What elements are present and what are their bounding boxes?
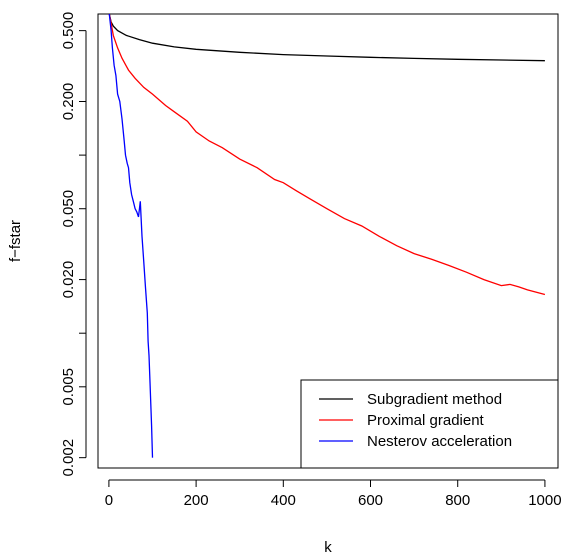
legend-box (300, 379, 559, 469)
x-tick-label: 800 (445, 492, 470, 509)
y-axis-label: f−fstar (7, 220, 24, 262)
y-tick-label: 0.005 (60, 368, 77, 406)
series-layer (108, 14, 546, 458)
y-tick-label: 0.500 (60, 12, 77, 50)
x-tick-label: 0 (105, 492, 113, 509)
series-line-1 (108, 14, 545, 62)
y-tick-label: 0.002 (60, 439, 77, 477)
legend-label: Nesterov acceleration (367, 433, 512, 450)
x-tick-label: 1000 (528, 492, 561, 509)
legend-label: Proximal gradient (367, 412, 485, 429)
y-axis: 0.002 0.005 0.020 0.050 0.200 0.500 (60, 12, 87, 477)
x-tick-label: 400 (271, 492, 296, 509)
y-tick-label: 0.020 (60, 261, 77, 299)
y-tick-label: 0.200 (60, 83, 77, 121)
x-axis-label: k (324, 539, 332, 556)
x-axis: 0 200 400 600 800 1000 (105, 479, 562, 509)
series-line-3 (108, 14, 154, 458)
x-tick-label: 600 (358, 492, 383, 509)
series-line-2 (108, 14, 546, 296)
y-tick-label: 0.050 (60, 190, 77, 228)
legend: Subgradient method Proximal gradient Neste… (300, 379, 559, 469)
legend-label: Subgradient method (367, 391, 502, 408)
x-tick-label: 200 (184, 492, 209, 509)
